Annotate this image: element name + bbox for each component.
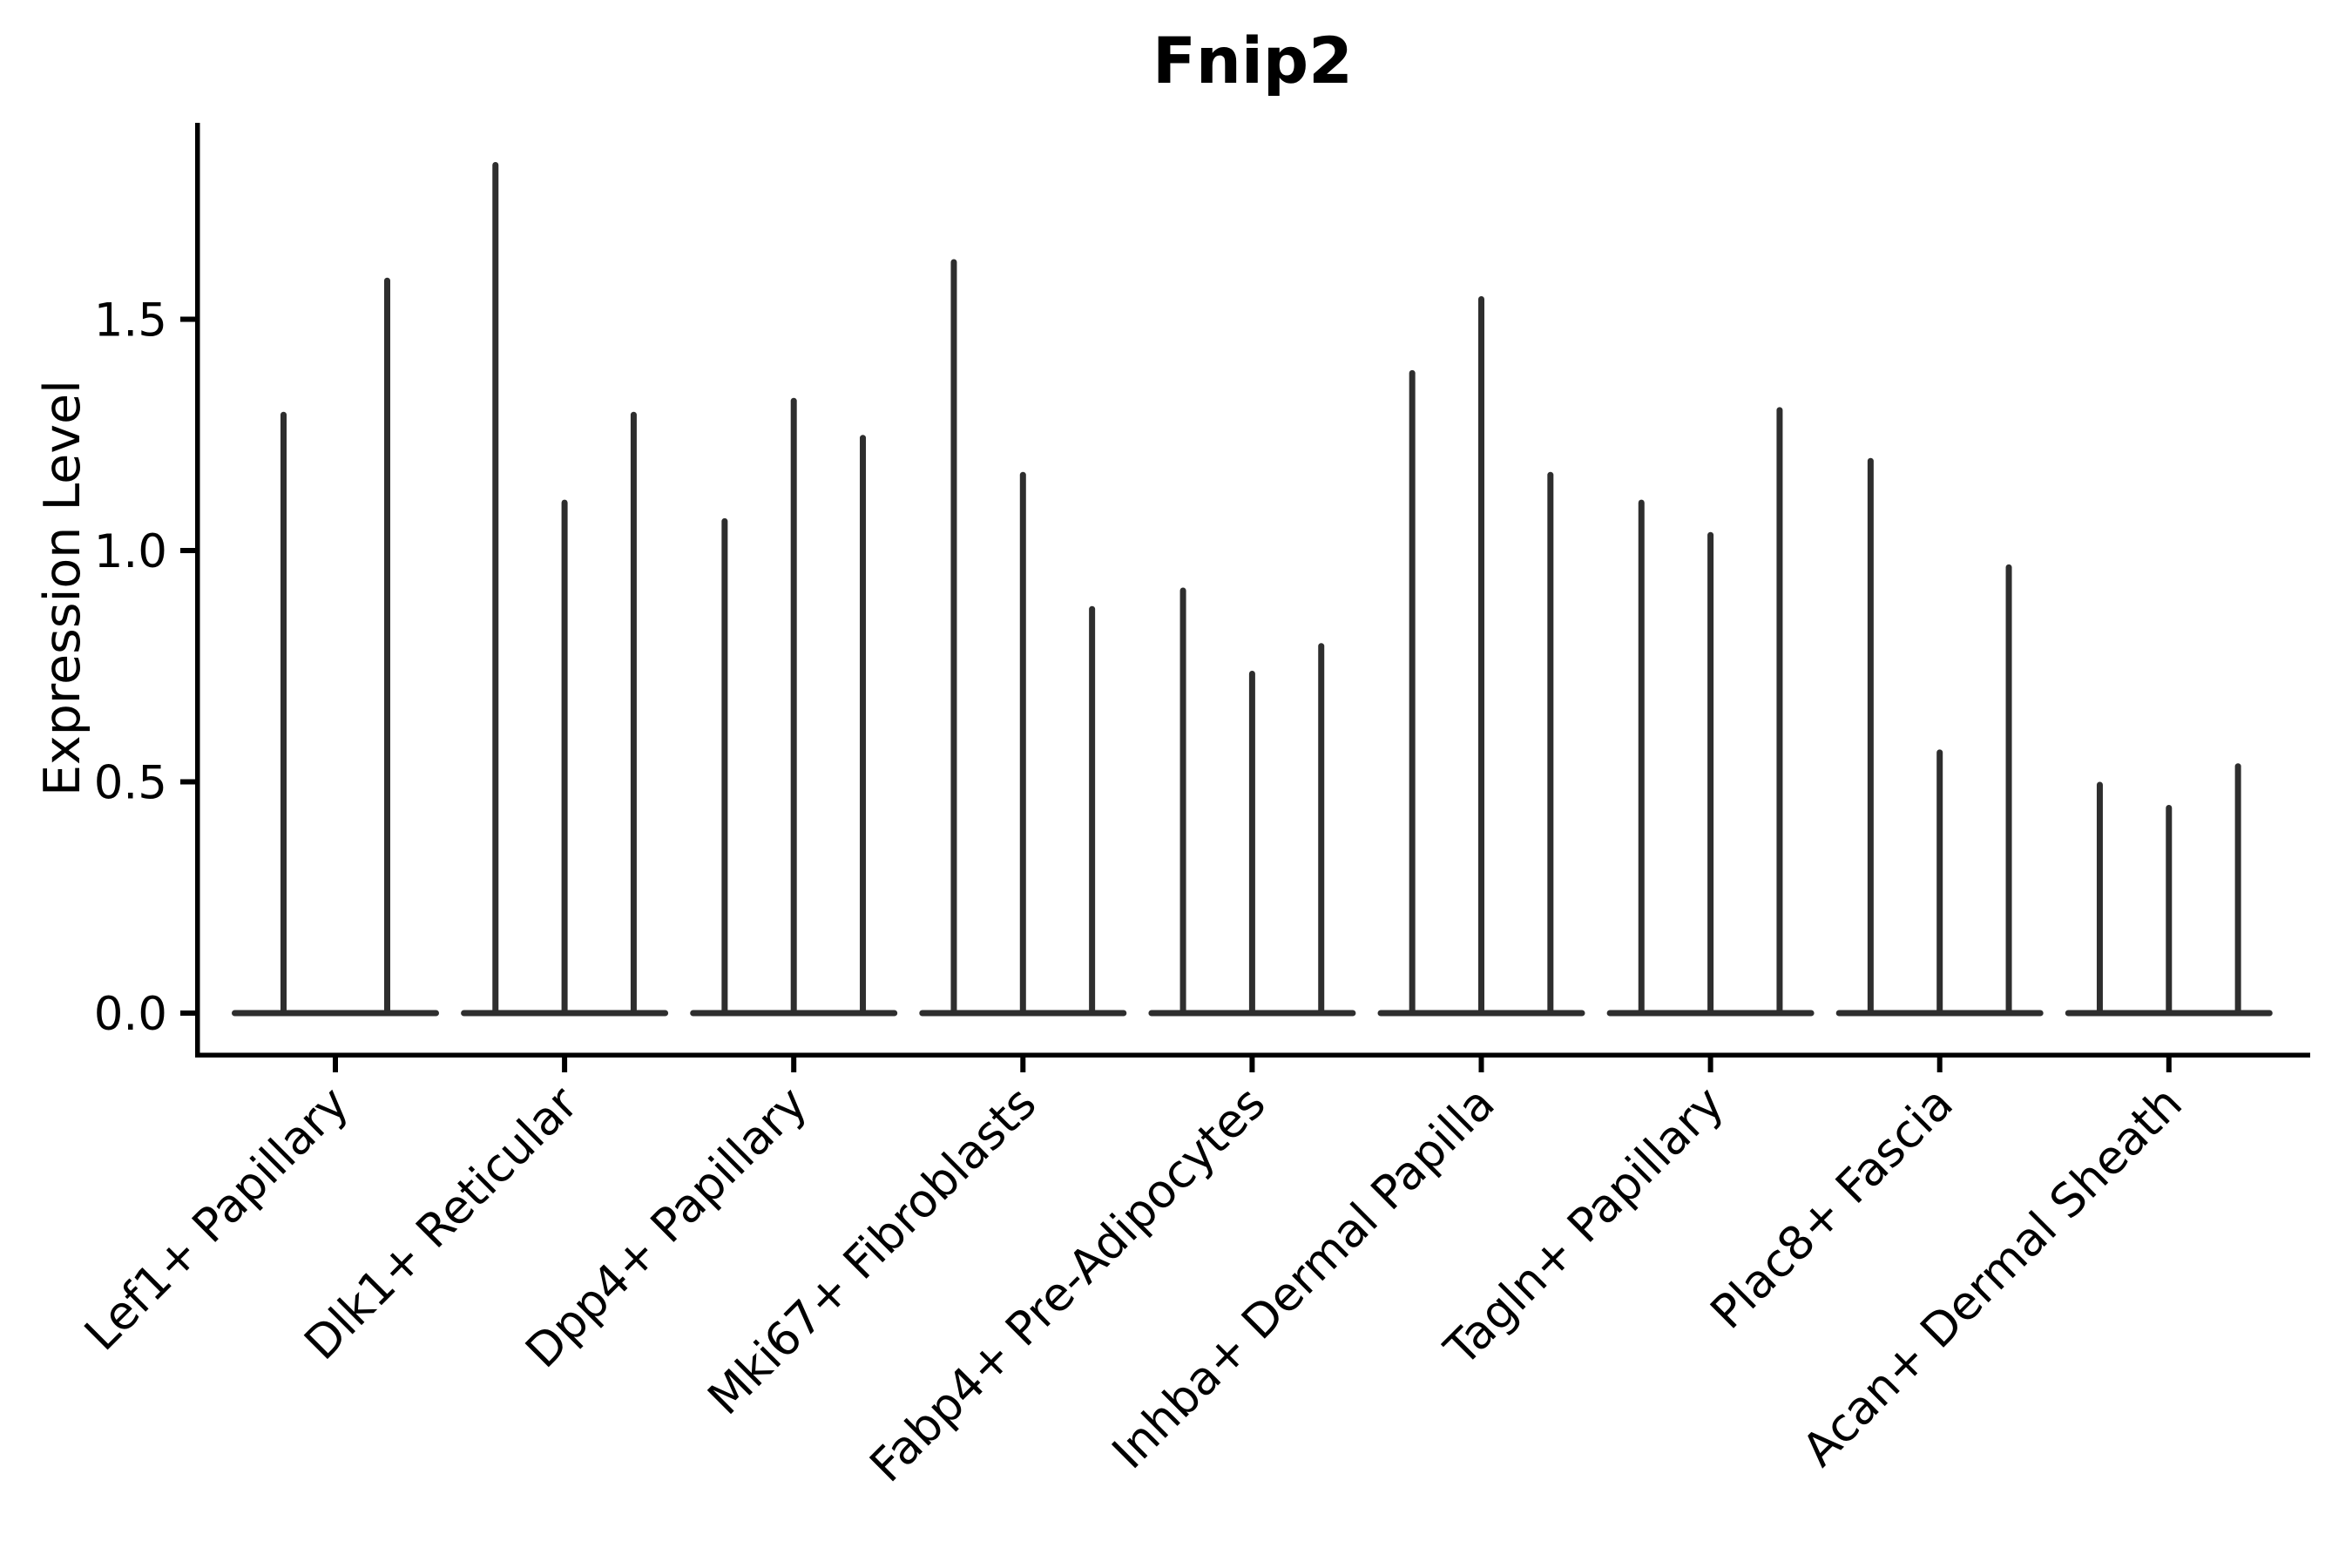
x-tick-label: Plac8+ Fascia	[1700, 1077, 1963, 1339]
x-tick-mark	[1707, 1058, 1713, 1072]
violin-spike	[2234, 763, 2241, 1017]
y-tick-label: 0.0	[94, 988, 167, 1041]
y-tick-label: 1.0	[94, 525, 167, 578]
x-tick-mark	[1478, 1058, 1484, 1072]
x-tick-mark	[1936, 1058, 1943, 1072]
y-tick-mark	[180, 1010, 195, 1016]
violin-spike	[1318, 643, 1325, 1017]
x-tick-label: Acan+ Dermal Sheath	[1793, 1077, 2193, 1477]
x-tick-mark	[562, 1058, 568, 1072]
violin-spike	[1478, 295, 1484, 1017]
violin-spike	[2096, 781, 2103, 1017]
violin-spike	[950, 259, 957, 1017]
violin-spike	[492, 161, 499, 1017]
violin-spike	[561, 499, 568, 1017]
violin-spike	[1776, 407, 1783, 1017]
violin-spike	[1707, 531, 1714, 1017]
x-tick-mark	[333, 1058, 338, 1072]
violin-spike	[1089, 605, 1096, 1017]
violin-spike	[1638, 499, 1645, 1017]
violin-spike	[1936, 749, 1943, 1017]
y-tick-mark	[180, 548, 195, 553]
x-tick-mark	[1020, 1058, 1026, 1072]
violin-spike	[790, 397, 797, 1017]
violin-spike	[1179, 587, 1186, 1017]
violin-base	[232, 1010, 439, 1017]
violin-spike	[1867, 457, 1874, 1017]
chart-title: Fnip2	[1152, 24, 1353, 98]
x-axis-spine	[195, 1052, 2310, 1058]
violin-spike	[1547, 471, 1554, 1017]
y-tick-mark	[180, 316, 195, 322]
x-tick-mark	[1249, 1058, 1255, 1072]
violin-spike	[384, 277, 390, 1017]
x-tick-mark	[2166, 1058, 2172, 1072]
violin-spike	[1248, 671, 1255, 1017]
violin-spike	[2166, 805, 2173, 1017]
x-tick-mark	[791, 1058, 797, 1072]
violin-spike	[280, 411, 287, 1017]
violin-spike	[860, 435, 867, 1017]
x-tick-label: Fabp4+ Pre-Adipocytes	[860, 1077, 1275, 1492]
x-tick-label: Inhba+ Dermal Papilla	[1103, 1077, 1505, 1479]
violin-spike	[1409, 369, 1416, 1017]
violin-spike	[721, 517, 728, 1017]
y-tick-label: 0.5	[94, 757, 167, 810]
violin-spike	[2005, 564, 2012, 1017]
violin-spike	[1019, 471, 1026, 1017]
y-axis-spine	[195, 123, 200, 1058]
y-tick-label: 1.5	[94, 294, 167, 348]
violin-spike	[630, 411, 637, 1017]
y-tick-mark	[180, 779, 195, 785]
